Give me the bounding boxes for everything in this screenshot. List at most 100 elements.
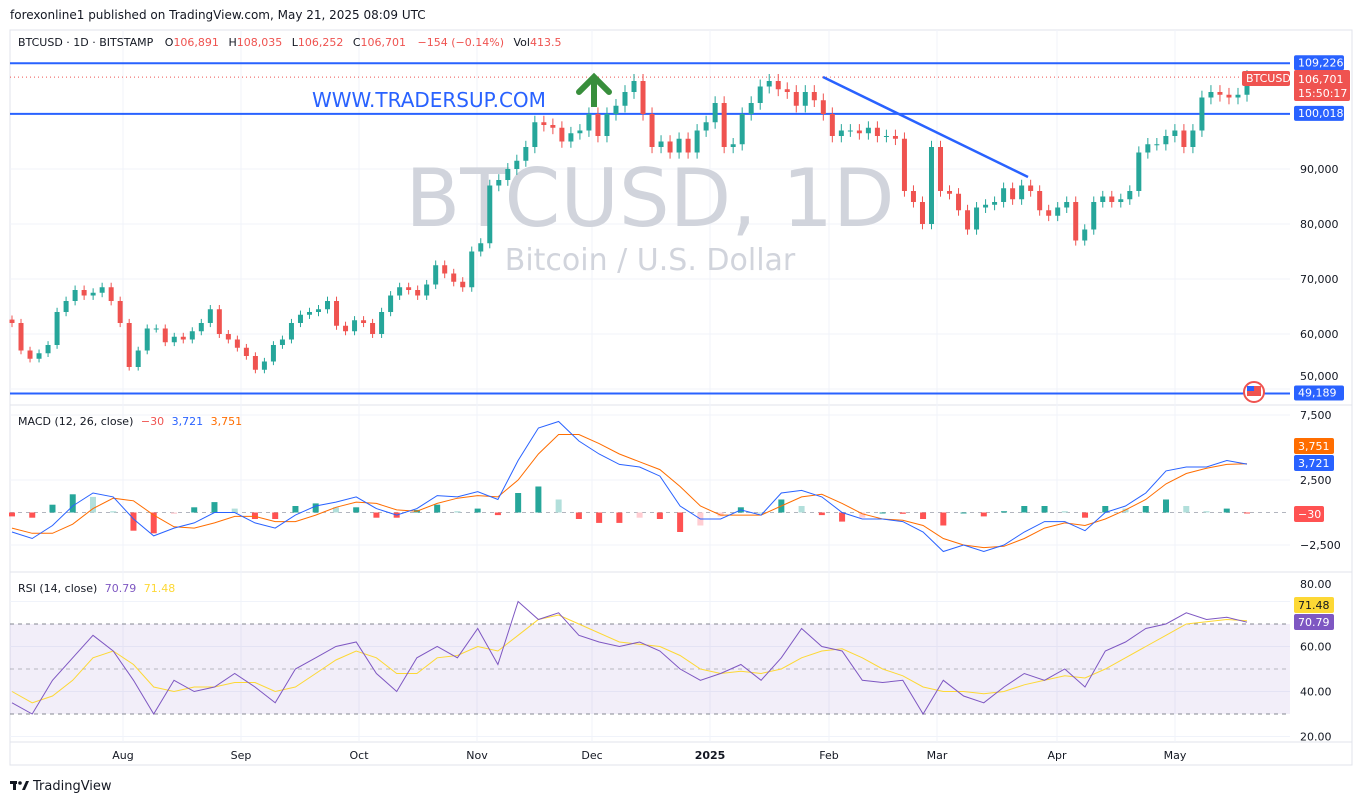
price-tick-label: 60,000 bbox=[1300, 328, 1339, 341]
macd-histogram-bar bbox=[89, 496, 96, 513]
candle-body bbox=[604, 114, 610, 136]
macd-histogram-bar bbox=[1122, 508, 1129, 513]
candle-body bbox=[1001, 188, 1007, 202]
candle-body bbox=[18, 323, 24, 351]
candle-body bbox=[919, 202, 925, 224]
watermark-title: BTCUSD, 1D bbox=[405, 152, 894, 245]
candle-body bbox=[1163, 136, 1169, 145]
rsi-tick-label: 20.00 bbox=[1300, 731, 1332, 744]
candle-body bbox=[1010, 188, 1016, 200]
rsi-ma-tag-bg bbox=[1294, 597, 1334, 613]
candle-body bbox=[802, 92, 808, 106]
candle-body bbox=[595, 114, 601, 136]
rsi-ma-tag: 71.48 bbox=[1298, 599, 1330, 612]
candle-body bbox=[694, 130, 700, 153]
candle-body bbox=[1100, 196, 1106, 202]
tradersup-annotation[interactable]: WWW.TRADERSUP.COM bbox=[312, 88, 546, 112]
candle-body bbox=[1055, 207, 1061, 216]
candle-body bbox=[153, 328, 159, 330]
candle-body bbox=[180, 336, 186, 340]
candle-body bbox=[1082, 229, 1088, 241]
trend-line[interactable] bbox=[822, 75, 1029, 179]
macd-pane: 7,500 2,500 −2,500 3,751 3,721 −30 bbox=[9, 409, 1341, 553]
candle-body bbox=[325, 301, 331, 310]
macd-histogram-bar bbox=[940, 512, 947, 526]
macd-histogram-bar bbox=[1021, 506, 1028, 513]
macd-histogram-bar bbox=[292, 506, 299, 513]
candle-body bbox=[541, 122, 547, 125]
tradingview-logo[interactable]: TradingView bbox=[10, 779, 112, 794]
level-price-tag-bg bbox=[1294, 105, 1344, 121]
candle-body bbox=[225, 334, 231, 340]
macd-histogram-bar bbox=[211, 502, 218, 513]
candle-body bbox=[469, 251, 475, 288]
candle-body bbox=[379, 312, 385, 334]
candle-body bbox=[667, 141, 673, 153]
candle-body bbox=[1091, 202, 1097, 230]
candle-body bbox=[883, 136, 889, 137]
horizontal-levels[interactable] bbox=[10, 62, 1290, 395]
candle-body bbox=[144, 328, 150, 351]
macd-hist-tag-bg bbox=[1294, 506, 1324, 522]
time-tick-label: Aug bbox=[112, 749, 133, 762]
symbol-tag-bg bbox=[1242, 71, 1290, 86]
candle-body bbox=[243, 347, 249, 356]
candle-body bbox=[352, 320, 358, 332]
macd-histogram-bar bbox=[818, 512, 825, 516]
candle-body bbox=[1190, 130, 1196, 147]
macd-histogram-bar bbox=[656, 512, 663, 519]
candle-body bbox=[496, 180, 502, 186]
rsi-value-tag-bg bbox=[1294, 614, 1334, 630]
candle-body bbox=[343, 325, 349, 332]
macd-histogram-bar bbox=[9, 512, 15, 517]
candle-body bbox=[99, 287, 105, 293]
macd-line bbox=[11, 420, 1248, 553]
rsi-tick-label: 40.00 bbox=[1300, 686, 1332, 699]
candle-body bbox=[81, 290, 87, 296]
tradingview-logo-icon bbox=[10, 781, 29, 790]
macd-histogram-bar bbox=[960, 512, 967, 514]
candle-body bbox=[1235, 94, 1241, 98]
macd-value-tag-bg bbox=[1294, 455, 1334, 471]
candle-body bbox=[478, 243, 484, 252]
tradingview-brand: TradingView bbox=[32, 779, 112, 794]
candle-body bbox=[856, 130, 862, 134]
symbol-line: BTCUSD · 1D · BITSTAMP bbox=[18, 36, 154, 49]
candle-body bbox=[1208, 92, 1214, 98]
rsi-value-tag: 70.79 bbox=[1298, 616, 1330, 629]
macd-histogram-bar bbox=[272, 512, 279, 519]
candle-body bbox=[306, 312, 312, 315]
candle-body bbox=[216, 309, 222, 334]
macd-hist-tag: −30 bbox=[1298, 508, 1321, 521]
candle-body bbox=[974, 207, 980, 230]
candle-body bbox=[640, 81, 646, 114]
candle-body bbox=[685, 138, 691, 153]
macd-signal-tag: 3,751 bbox=[1298, 440, 1330, 453]
macd-histogram-bar bbox=[69, 494, 76, 513]
candle-body bbox=[928, 147, 934, 224]
time-axis[interactable]: Aug Sep Oct Nov Dec 2025 Feb Mar Apr May bbox=[112, 749, 1187, 762]
macd-histogram-bar bbox=[1163, 499, 1170, 513]
candle-body bbox=[1154, 144, 1160, 146]
candle-body bbox=[1145, 144, 1151, 153]
candle-body bbox=[811, 92, 817, 101]
candle-body bbox=[775, 81, 781, 90]
price-axis[interactable]: 90,000 80,000 70,000 60,000 50,000 109,226 100… bbox=[1242, 55, 1350, 403]
level-price-tag-bg bbox=[1294, 385, 1344, 401]
candle-body bbox=[1019, 185, 1025, 200]
time-tick-label: Dec bbox=[581, 749, 602, 762]
candle-body bbox=[550, 125, 556, 128]
published-line: forexonline1 published on TradingView.co… bbox=[10, 8, 426, 22]
candle-body bbox=[108, 287, 114, 301]
arrow-up-icon[interactable] bbox=[576, 72, 612, 107]
candle-body bbox=[442, 265, 448, 274]
candle-body bbox=[965, 210, 971, 230]
candle-body bbox=[586, 114, 592, 131]
macd-histogram-bar bbox=[616, 512, 623, 523]
candle-body bbox=[505, 169, 511, 180]
macd-histogram-bar bbox=[555, 499, 562, 513]
candle-body bbox=[279, 339, 285, 345]
rsi-pane: 80.00 60.00 40.00 20.00 71.48 70.79 bbox=[10, 578, 1334, 744]
candle-body bbox=[162, 328, 168, 343]
